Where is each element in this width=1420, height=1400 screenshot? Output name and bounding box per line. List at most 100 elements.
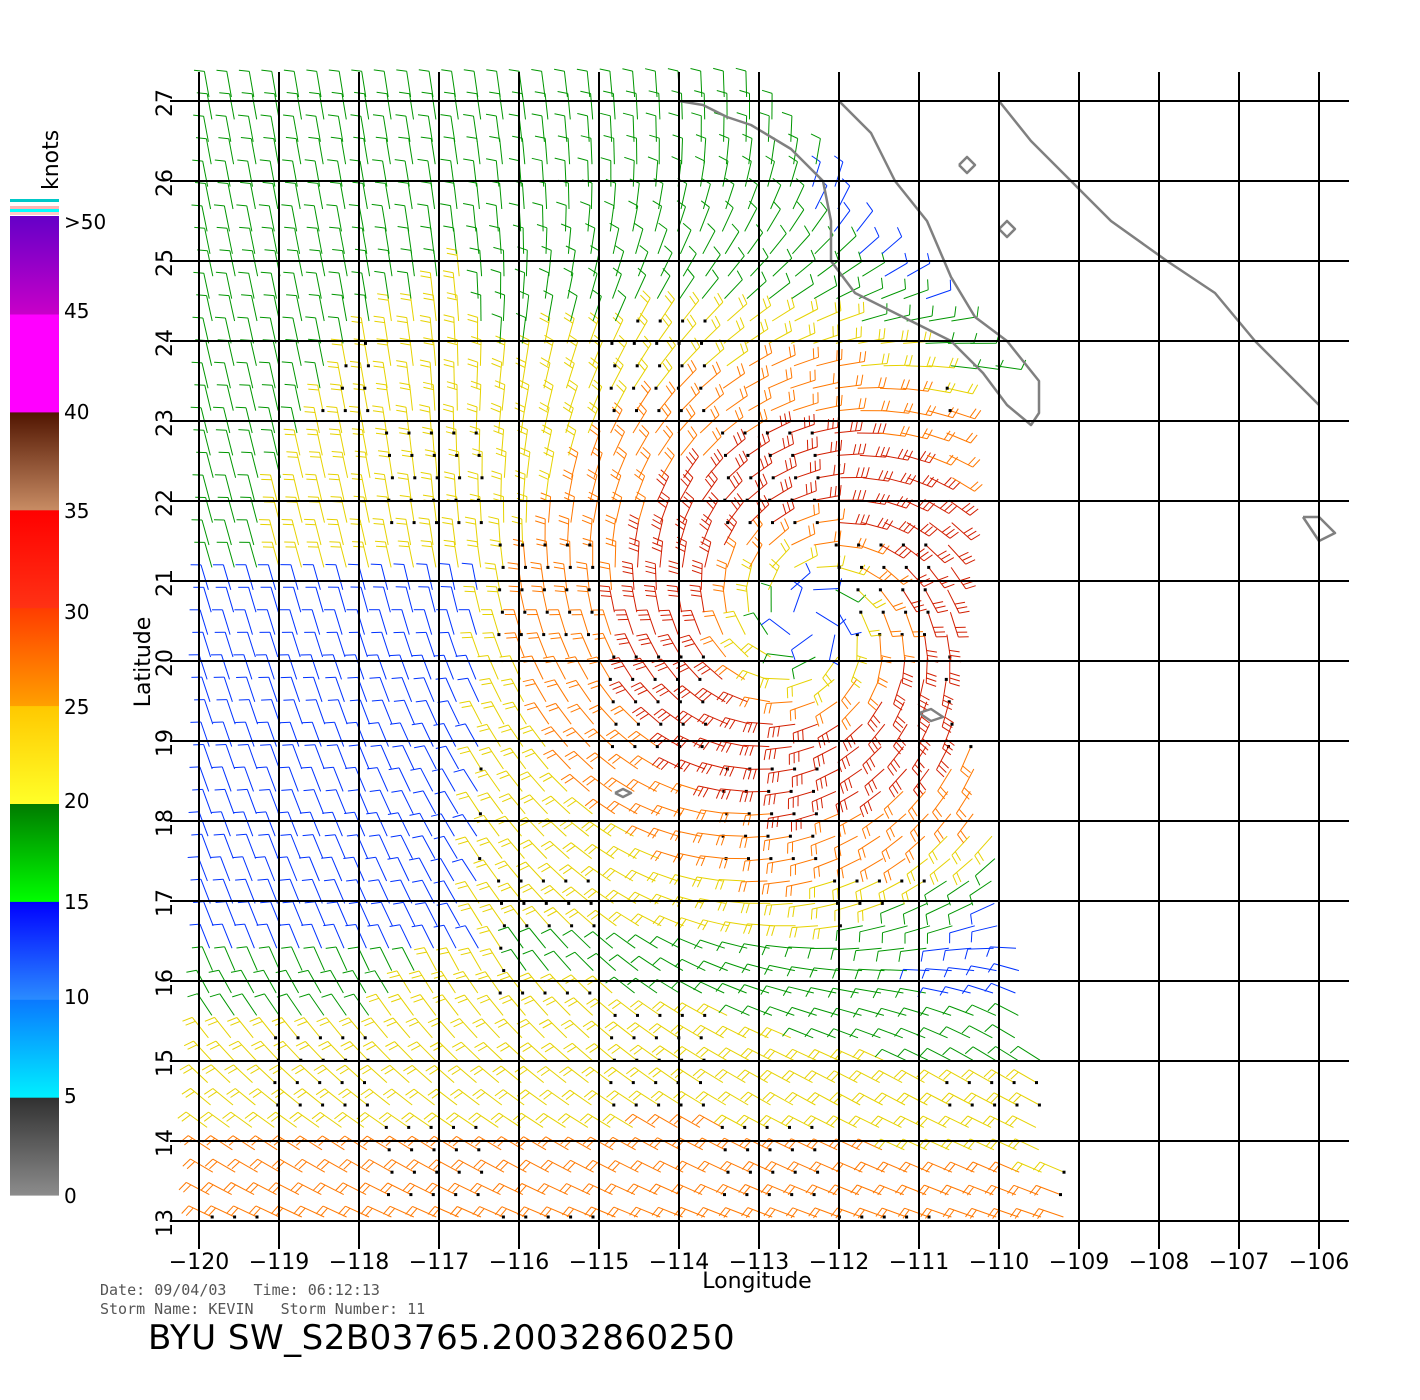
rain-flag-marker xyxy=(950,722,954,726)
wind-barb xyxy=(283,114,299,142)
wind-barb xyxy=(812,372,840,389)
wind-barb xyxy=(325,946,348,971)
wind-barb xyxy=(939,1026,971,1039)
rain-flag-marker xyxy=(724,453,727,457)
wind-barb xyxy=(588,704,617,725)
rain-flag-marker xyxy=(721,834,725,838)
wind-barb xyxy=(191,361,209,389)
wind-barb xyxy=(321,856,343,882)
rain-flag-marker xyxy=(321,409,325,413)
wind-barb xyxy=(952,858,973,886)
rain-flag-marker xyxy=(524,1215,528,1219)
wind-barb xyxy=(240,181,256,210)
rain-flag-marker xyxy=(923,588,927,592)
wind-barb xyxy=(604,1021,635,1039)
wind-barb xyxy=(737,1069,768,1084)
wind-barb xyxy=(693,737,725,751)
wind-barb xyxy=(283,69,300,98)
rain-flag-marker xyxy=(564,879,568,883)
rain-flag-marker xyxy=(520,588,524,592)
socorro-island-outline xyxy=(918,707,945,723)
wind-barb xyxy=(608,954,639,971)
rain-flag-marker xyxy=(748,521,752,525)
wind-barb xyxy=(761,89,773,120)
wind-barb xyxy=(1006,1069,1037,1084)
wind-barb xyxy=(279,878,301,904)
wind-barb xyxy=(500,747,527,770)
rain-flag-marker xyxy=(498,588,502,592)
date-value: 09/04/03 xyxy=(154,1281,227,1299)
wind-barb xyxy=(693,661,723,680)
wind-barb xyxy=(716,1137,748,1151)
rain-flag-marker xyxy=(680,1013,684,1017)
wind-barb xyxy=(746,515,763,546)
wind-barb xyxy=(258,676,278,702)
wind-barb xyxy=(473,814,500,837)
wind-barb xyxy=(238,586,257,613)
wind-barb xyxy=(424,1182,456,1196)
wind-barb xyxy=(694,687,726,703)
wind-barb xyxy=(423,248,438,277)
wind-barb xyxy=(811,790,837,813)
wind-barb xyxy=(216,226,233,254)
wind-barb xyxy=(395,517,412,546)
rain-flag-marker xyxy=(812,789,815,793)
wind-barb xyxy=(473,1159,505,1173)
wind-barb xyxy=(455,654,477,680)
colorbar-band xyxy=(10,216,59,315)
wind-barb xyxy=(718,1004,750,1016)
wind-barb xyxy=(196,294,213,322)
wind-barb xyxy=(804,1028,836,1039)
wind-barb xyxy=(762,1048,794,1061)
wind-barb xyxy=(179,1135,211,1151)
wind-barb xyxy=(479,903,505,927)
wind-barb xyxy=(256,609,276,635)
wind-barb xyxy=(629,1044,660,1061)
rain-flag-marker xyxy=(631,677,635,681)
wind-barb xyxy=(723,514,738,546)
wind-barb xyxy=(309,92,325,120)
rain-flag-marker xyxy=(429,431,433,435)
wind-barb xyxy=(750,452,773,479)
wind-barb xyxy=(896,1092,928,1106)
wind-barb xyxy=(767,723,796,738)
rain-flag-marker xyxy=(344,364,348,368)
rain-flag-marker xyxy=(855,633,859,637)
wind-barb xyxy=(251,1040,279,1061)
wind-barb xyxy=(335,1182,367,1196)
colorbar-band xyxy=(10,313,59,413)
wind-barb xyxy=(584,798,616,815)
rain-flag-marker xyxy=(631,1081,635,1085)
wind-barb xyxy=(435,745,460,770)
wind-barb xyxy=(373,315,389,344)
wind-barb xyxy=(584,728,613,747)
wind-barb xyxy=(853,1207,885,1219)
wind-barb xyxy=(810,902,838,920)
wind-barb xyxy=(299,856,320,882)
storm-info-line: Storm Name: KEVIN Storm Number: 11 xyxy=(100,1300,425,1318)
wind-barb xyxy=(852,1049,884,1061)
wind-barb xyxy=(724,270,743,299)
rain-flag-marker xyxy=(545,610,549,614)
wind-barb xyxy=(490,269,502,299)
rain-flag-marker xyxy=(363,1081,366,1085)
wind-barb xyxy=(323,766,344,792)
wind-barb xyxy=(541,424,553,456)
rain-flag-marker xyxy=(500,901,503,905)
wind-barb xyxy=(232,856,253,882)
wind-barb xyxy=(300,766,322,792)
wind-barb xyxy=(303,406,320,434)
wind-barb xyxy=(385,1041,414,1061)
wind-barb xyxy=(815,611,847,627)
wind-barb xyxy=(463,114,478,142)
wind-barb xyxy=(881,278,906,300)
wind-barb xyxy=(327,361,343,389)
rain-flag-marker xyxy=(340,386,344,390)
wind-barb xyxy=(789,413,815,434)
wind-barb xyxy=(181,1087,211,1106)
wind-barb xyxy=(606,1206,638,1218)
wind-barb xyxy=(769,476,793,501)
wind-barb xyxy=(795,459,821,479)
wind-barb xyxy=(851,1092,883,1106)
wind-barb xyxy=(373,586,391,613)
